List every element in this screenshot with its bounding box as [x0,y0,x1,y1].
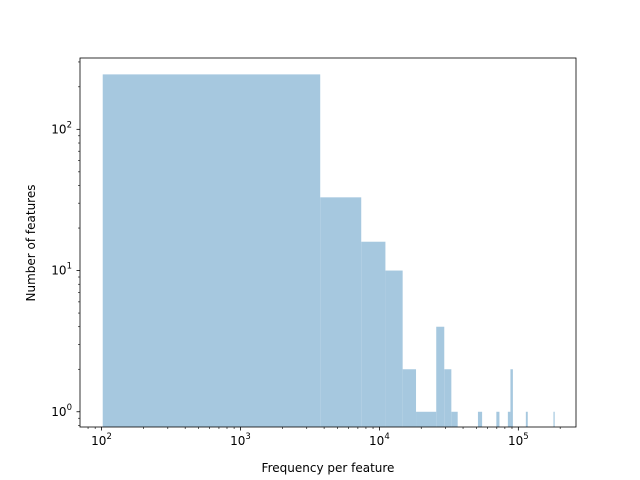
histogram-bar-6 [416,411,437,427]
histogram-bar-8 [444,369,452,427]
bars-group [102,74,555,427]
histogram-bar-12 [507,411,511,427]
histogram-bar-15 [553,411,555,427]
x-axis-label: Frequency per feature [262,461,395,475]
x-tick-label: 104 [369,432,390,448]
x-axis-ticks: 102 103 104 105 [87,427,561,448]
histogram-bar-4 [385,270,403,427]
y-axis-label: Number of features [24,185,38,302]
histogram-bar-2 [320,197,362,427]
histogram-bar-1 [102,74,321,427]
y-tick-label: 101 [51,262,72,278]
histogram-bar-7 [436,326,445,427]
histogram-bar-14 [525,411,528,427]
histogram-bar-10 [477,411,483,427]
histogram-bar-13 [510,369,513,427]
y-axis-ticks: 100 101 102 [51,61,80,426]
histogram-bar-5 [402,369,417,427]
y-tick-label: 100 [51,403,72,419]
histogram-bar-3 [361,241,386,427]
x-tick-label: 103 [230,432,251,448]
histogram-bar-11 [496,411,500,427]
y-tick-label: 102 [51,120,72,136]
axes-frame [79,57,577,428]
x-tick-label: 102 [91,432,112,448]
histogram-bar-9 [451,411,458,427]
x-tick-label: 105 [508,432,529,448]
